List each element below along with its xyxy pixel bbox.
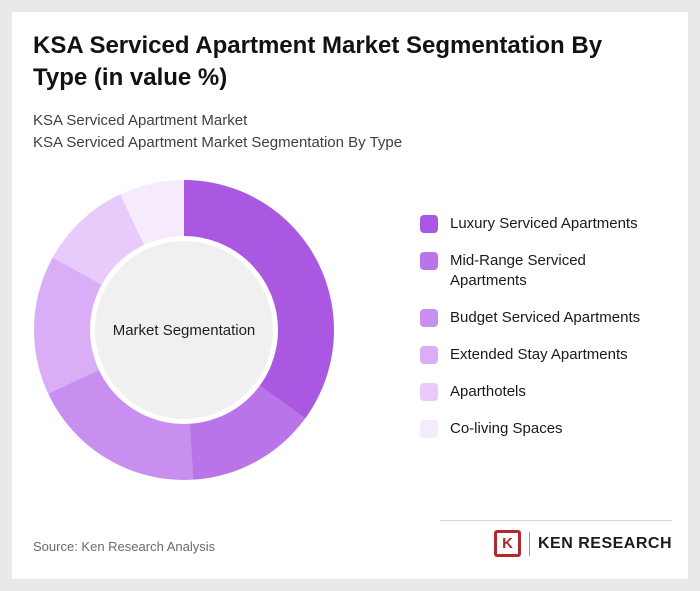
ken-research-logo-mark: K — [493, 530, 521, 557]
legend-item-budget: Budget Serviced Apartments — [420, 308, 660, 328]
legend-label: Mid-Range Serviced Apartments — [450, 252, 586, 289]
legend-swatch-aparthotels — [420, 383, 438, 401]
chart-legend: Luxury Serviced Apartments Mid-Range Ser… — [420, 214, 660, 456]
chart-subtitle-line2: KSA Serviced Apartment Market Segmentati… — [33, 134, 403, 151]
donut-center-label: Market Segmentation — [112, 321, 256, 339]
ken-research-logo: K KEN RESEARCH — [440, 520, 672, 557]
legend-swatch-budget — [420, 309, 438, 327]
donut-chart: Market Segmentation — [34, 180, 334, 480]
legend-item-mid-range: Mid-Range Serviced Apartments — [420, 251, 660, 291]
legend-item-co-living: Co-living Spaces — [420, 419, 660, 439]
legend-label: Luxury Serviced Apartments — [450, 215, 638, 232]
legend-label: Co-living Spaces — [450, 420, 563, 437]
legend-item-extended-stay: Extended Stay Apartments — [420, 345, 660, 365]
legend-item-luxury: Luxury Serviced Apartments — [420, 214, 660, 234]
logo-k-letter: K — [502, 535, 513, 552]
logo-divider — [528, 531, 530, 556]
infographic-card: KSA Serviced Apartment Market Segmentati… — [12, 12, 688, 579]
legend-label: Aparthotels — [450, 383, 526, 400]
page-title: KSA Serviced Apartment Market Segmentati… — [33, 32, 603, 91]
legend-swatch-co-living — [420, 420, 438, 438]
donut-center: Market Segmentation — [90, 236, 278, 424]
legend-item-aparthotels: Aparthotels — [420, 382, 660, 402]
legend-swatch-luxury — [420, 215, 438, 233]
legend-label: Extended Stay Apartments — [450, 346, 628, 363]
legend-swatch-mid-range — [420, 252, 438, 270]
logo-wordmark: KEN RESEARCH — [537, 534, 672, 552]
legend-label: Budget Serviced Apartments — [450, 309, 641, 326]
legend-swatch-extended-stay — [420, 346, 438, 364]
source-note: Source: Ken Research Analysis — [33, 539, 216, 554]
chart-subtitle-line1: KSA Serviced Apartment Market — [33, 112, 248, 129]
